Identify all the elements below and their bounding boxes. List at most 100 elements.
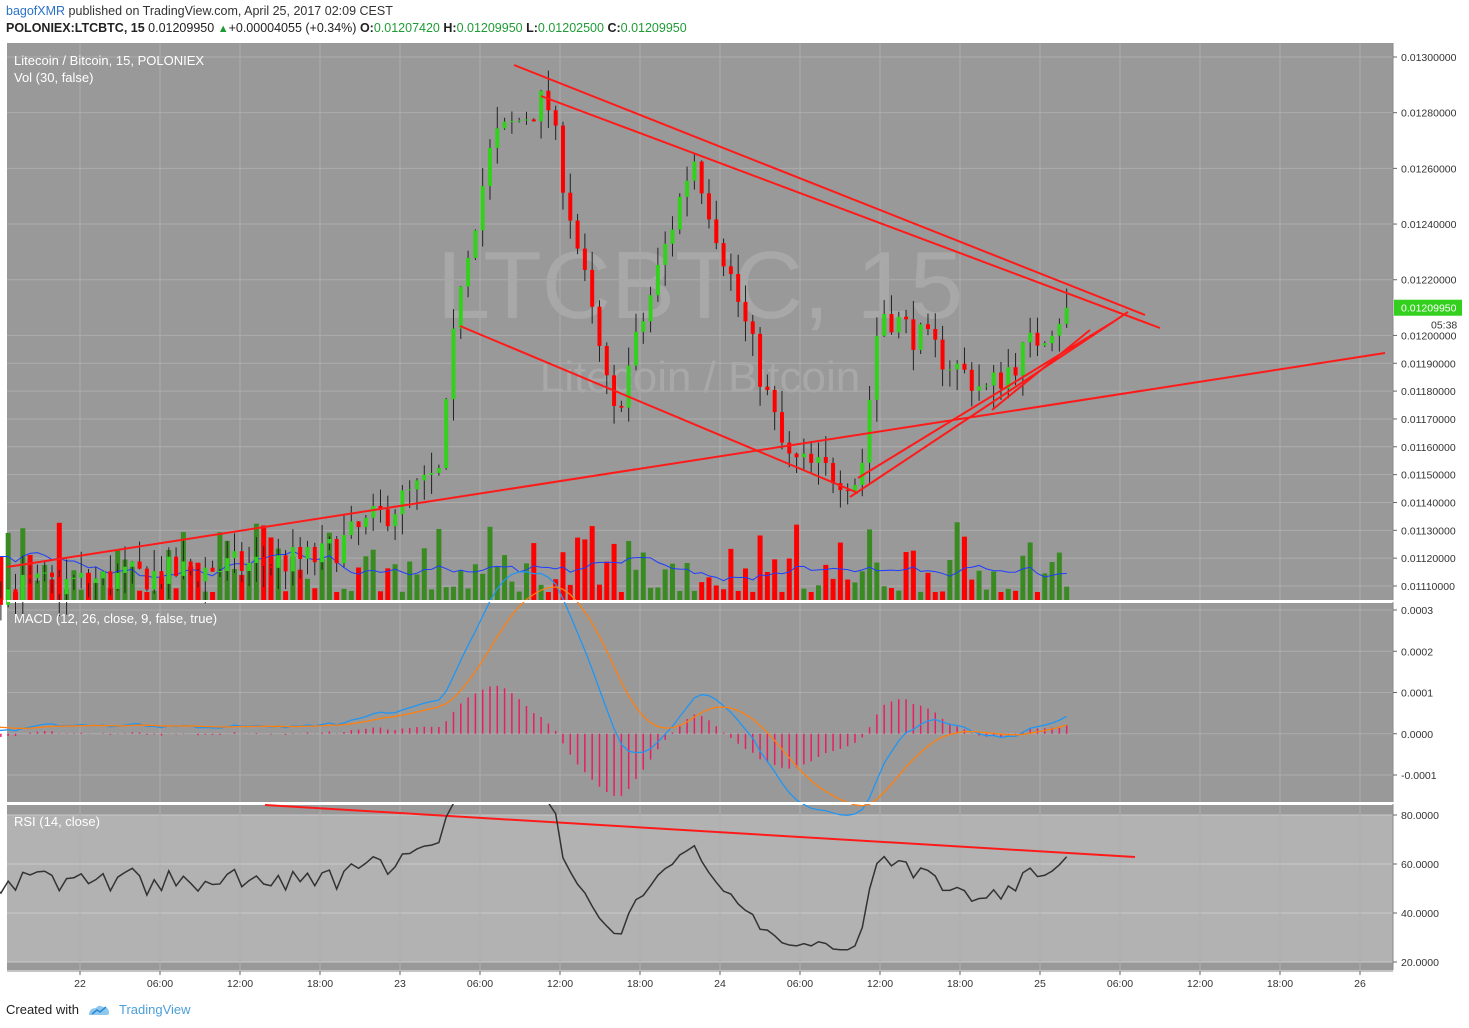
candle-body [35,573,40,579]
time-tick-label: 12:00 [547,978,573,990]
candle-body [626,365,631,408]
candle-body [101,571,106,579]
candle-body [495,128,500,148]
volume-bar [662,569,668,600]
time-tick-label: 18:00 [947,978,973,990]
candle-body [860,462,865,485]
time-tick-label: 26 [1354,978,1366,990]
created-with-text: Created with [6,1002,79,1017]
close-label: C: [607,21,621,35]
price-tick-label: 0.01150000 [1401,470,1456,482]
volume-bar [173,588,179,600]
volume-bar [523,563,529,600]
candle-body [809,453,814,463]
candle-body [64,578,69,595]
candle-body [86,572,91,583]
candle-body [422,474,427,481]
candle-body [940,339,945,370]
high-label: H: [443,21,457,35]
candle-body [1042,343,1047,346]
rsi-tick-label: 40.0000 [1401,908,1439,920]
volume-bar [151,590,157,600]
author-link[interactable]: bagofXMR [6,4,66,18]
volume-bar [699,582,705,600]
tradingview-link[interactable]: TradingView [118,1002,191,1017]
candle-body [71,577,76,579]
candle-body [823,457,828,463]
volume-bar [903,552,909,600]
volume-bar [465,588,471,600]
time-tick-label: 06:00 [147,978,173,990]
volume-bar [918,591,924,600]
volume-bar [297,569,303,600]
price-tick-label: 0.01300000 [1401,52,1457,64]
candle-body [444,399,449,469]
volume-bar [779,591,785,600]
macd-tick-label: 0.0003 [1401,605,1433,617]
candle-body [641,321,646,332]
last-price-label: 0.01209950 [1401,303,1457,315]
price-tick-label: 0.01120000 [1401,553,1456,565]
volume-bar [312,588,318,600]
volume-bar [867,529,873,600]
volume-bar [852,582,858,600]
candle-body [553,110,558,126]
volume-bar [34,580,40,600]
volume-bar [0,556,4,600]
candle-body [49,572,54,577]
volume-bar [188,566,194,600]
candle-body [152,571,157,590]
candle-body [750,321,755,334]
volume-bar [925,572,931,600]
volume-bar [669,563,675,600]
candle-body [13,589,18,601]
volume-bar [808,591,814,600]
time-tick-label: 24 [714,978,726,990]
candle-body [794,453,799,458]
volume-bar [137,590,143,600]
candle-body [137,561,142,569]
candle-body [1064,307,1069,324]
candle-body [546,90,551,111]
volume-bar [830,578,836,600]
volume-bar [772,559,778,600]
volume-bar [348,591,354,600]
volume-bar [341,588,347,600]
candle-body [947,369,952,371]
candle-body [904,316,909,320]
candle-body [181,561,186,576]
candle-body [349,521,354,536]
volume-bar [538,584,544,600]
candle-body [298,546,303,559]
candle-body [531,119,536,122]
price-tick-label: 0.01110000 [1401,581,1455,593]
volume-bar [976,570,982,600]
trendline [513,64,1146,316]
candle-body [925,324,930,329]
volume-bar [239,574,245,600]
tradingview-logo-icon [88,1005,109,1015]
trendline [540,95,1161,329]
volume-bar [414,574,420,600]
candle-body [327,539,332,544]
volume-bar [1042,573,1048,600]
candle-body [290,546,295,572]
candle-body [801,453,806,458]
close-value: 0.01209950 [620,21,687,35]
candle-body [736,274,741,302]
candle-body [108,571,113,589]
macd-tick-label: 0.0001 [1401,688,1433,700]
candle-body [706,193,711,220]
volume-bar [100,571,106,600]
candle-body [889,314,894,333]
volume-bar [407,561,413,600]
volume-bar [721,589,727,600]
candle-body [714,219,719,244]
candle-body [867,399,872,463]
up-arrow-icon: ▲ [217,23,229,35]
macd-pane [7,603,1393,802]
volume-bar [1013,590,1019,600]
main-pane [7,43,1393,600]
candle-body [217,571,222,573]
